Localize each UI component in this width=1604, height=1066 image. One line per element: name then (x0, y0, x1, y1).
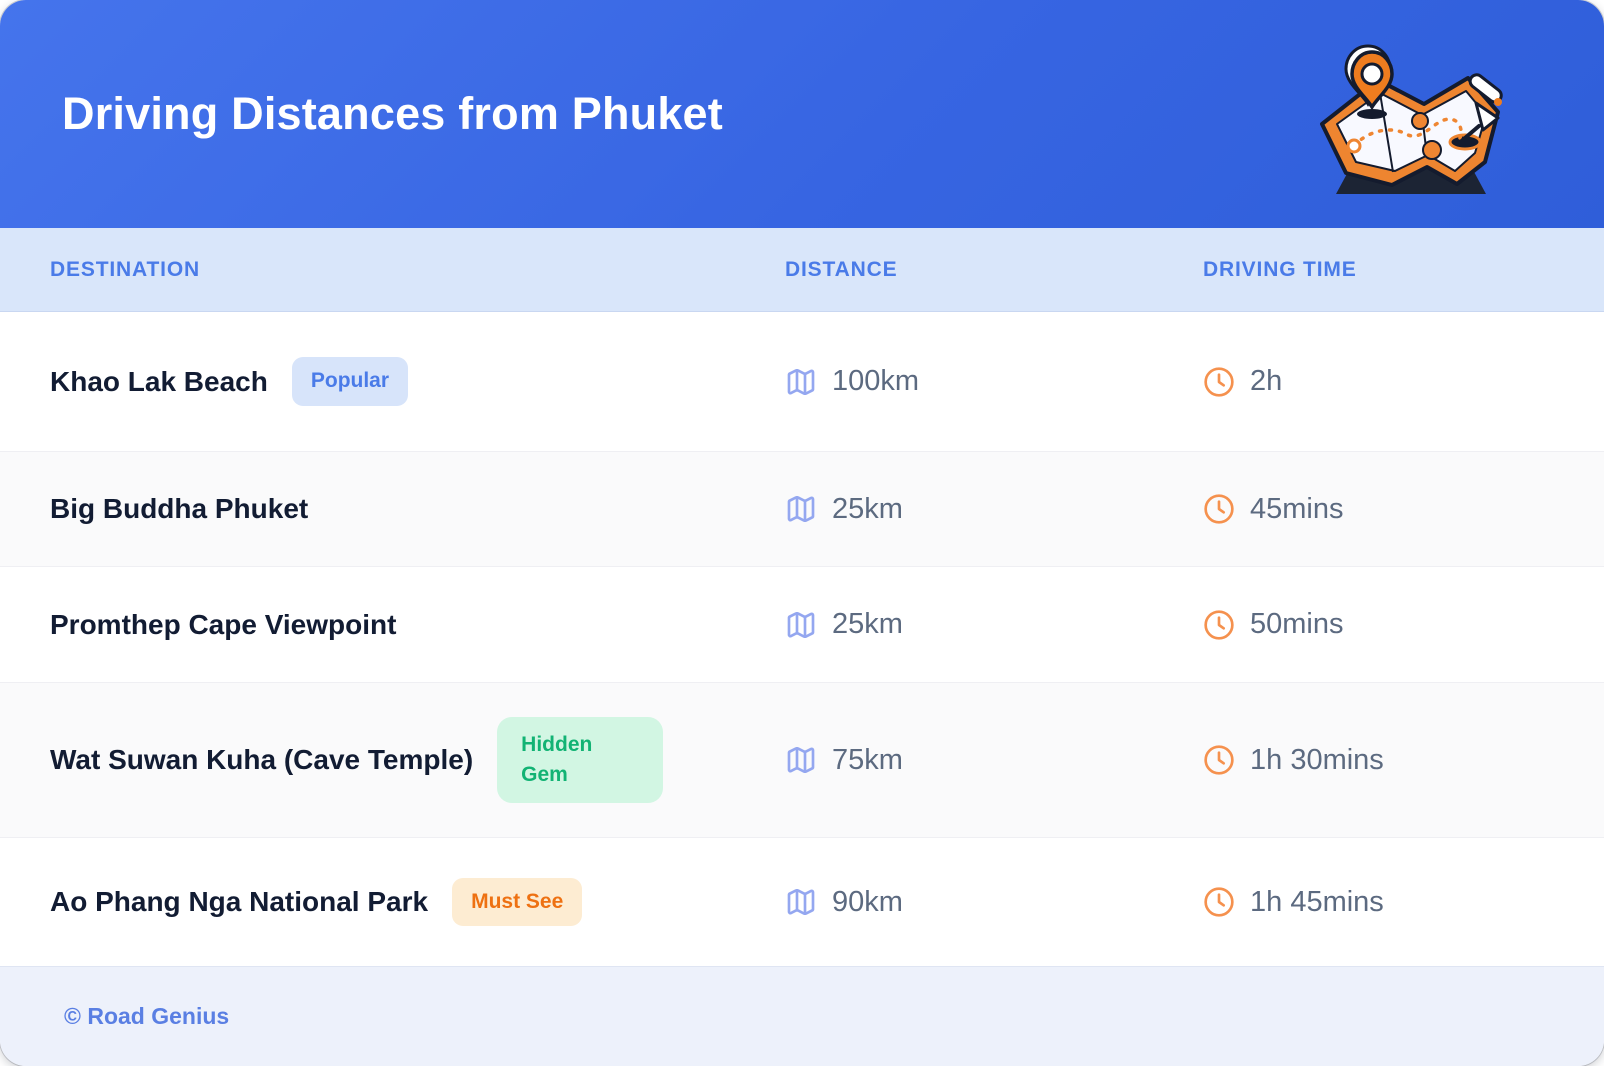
map-icon (785, 744, 817, 776)
map-icon (785, 886, 817, 918)
map-route-illustration-icon (1308, 36, 1508, 200)
column-header-driving-time: DRIVING TIME (1203, 257, 1357, 281)
table-row: Big Buddha Phuket 25km (0, 452, 1604, 567)
table-row: Ao Phang Nga National Park Must See 90km (0, 838, 1604, 966)
distance-value: 25km (832, 492, 903, 525)
map-icon (785, 493, 817, 525)
destination-name: Ao Phang Nga National Park (50, 886, 429, 918)
destination-name: Wat Suwan Kuha (Cave Temple) (50, 744, 474, 776)
map-icon (785, 609, 817, 641)
distance-cell: 100km (785, 365, 1203, 398)
distance-cell: 90km (785, 886, 1203, 919)
destination-cell: Wat Suwan Kuha (Cave Temple) Hidden Gem (50, 716, 785, 804)
table-body: Khao Lak Beach Popular 100km (0, 312, 1604, 966)
driving-time-cell: 2h (1203, 365, 1554, 398)
distance-value: 25km (832, 608, 903, 640)
destination-cell: Big Buddha Phuket (50, 490, 785, 528)
destination-name: Big Buddha Phuket (50, 493, 309, 525)
footer: © Road Genius (0, 966, 1604, 1066)
header: Driving Distances from Phuket (0, 0, 1604, 228)
driving-time-value: 1h 45mins (1250, 885, 1384, 918)
driving-time-value: 50mins (1250, 608, 1344, 640)
page-title: Driving Distances from Phuket (62, 88, 723, 139)
distance-cell: 25km (785, 608, 1203, 641)
clock-icon (1203, 609, 1235, 641)
distance-value: 90km (832, 885, 903, 918)
destination-name: Khao Lak Beach (50, 365, 268, 397)
clock-icon (1203, 744, 1235, 776)
destination-cell: Ao Phang Nga National Park Must See (50, 877, 785, 927)
distance-cell: 25km (785, 493, 1203, 526)
map-icon (785, 366, 817, 398)
clock-icon (1203, 886, 1235, 918)
destination-badge: Must See (452, 877, 583, 927)
distance-value: 100km (832, 365, 920, 397)
destination-cell: Khao Lak Beach Popular (50, 357, 785, 406)
column-header-distance: DISTANCE (785, 257, 898, 281)
driving-time-cell: 1h 45mins (1203, 886, 1554, 919)
driving-time-cell: 1h 30mins (1203, 744, 1554, 777)
distance-cell: 75km (785, 744, 1203, 777)
driving-time-cell: 50mins (1203, 608, 1554, 641)
table-header-row: DESTINATION DISTANCE DRIVING TIME (0, 228, 1604, 312)
table-row: Promthep Cape Viewpoint 25km (0, 567, 1604, 683)
clock-icon (1203, 366, 1235, 398)
destination-badge: Hidden Gem (497, 716, 664, 804)
distance-value: 75km (832, 743, 903, 776)
destination-badge: Popular (291, 357, 409, 406)
driving-time-value: 2h (1250, 365, 1283, 397)
driving-time-value: 1h 30mins (1250, 743, 1384, 776)
clock-icon (1203, 493, 1235, 525)
table-row: Wat Suwan Kuha (Cave Temple) Hidden Gem … (0, 683, 1604, 838)
column-header-destination: DESTINATION (50, 257, 201, 281)
driving-time-value: 45mins (1250, 492, 1344, 525)
destination-name: Promthep Cape Viewpoint (50, 608, 397, 640)
copyright-credit: © Road Genius (64, 1003, 230, 1029)
driving-time-cell: 45mins (1203, 493, 1554, 526)
table-row: Khao Lak Beach Popular 100km (0, 312, 1604, 452)
destination-cell: Promthep Cape Viewpoint (50, 606, 785, 644)
